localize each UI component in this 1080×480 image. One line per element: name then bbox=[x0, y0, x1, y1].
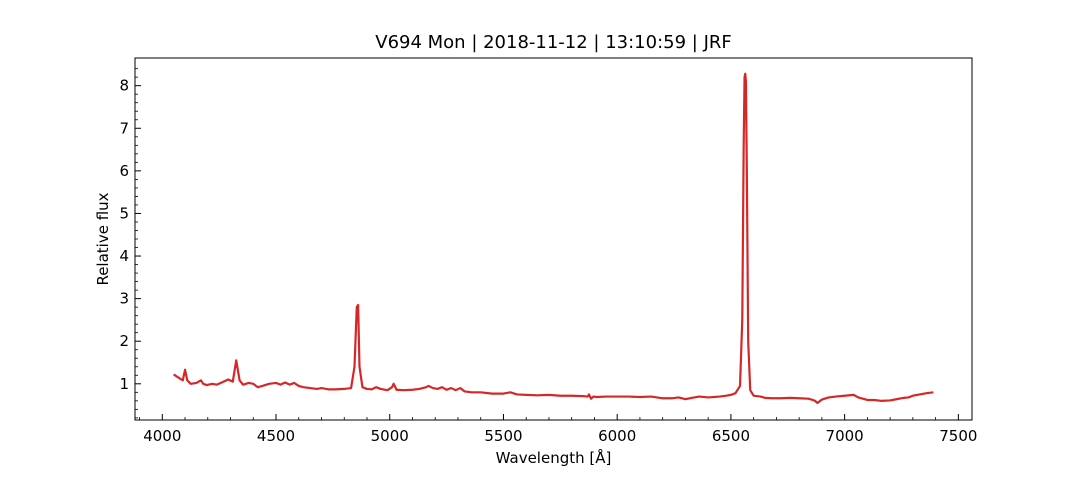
y-axis-ticks: 1 2 3 4 5 6 7 8 bbox=[119, 68, 141, 419]
x-tick-label: 7500 bbox=[939, 427, 977, 445]
plot-frame bbox=[134, 57, 973, 421]
y-tick-label: 2 bbox=[119, 332, 129, 350]
x-tick-label: 5500 bbox=[484, 427, 522, 445]
y-tick-label: 3 bbox=[119, 290, 129, 308]
chart-title: V694 Mon | 2018-11-12 | 13:10:59 | JRF bbox=[375, 32, 731, 53]
y-tick-label: 6 bbox=[119, 162, 129, 180]
y-tick-label: 4 bbox=[119, 247, 129, 265]
x-tick-label: 4500 bbox=[257, 427, 295, 445]
y-axis-label: Relative flux bbox=[94, 192, 112, 285]
x-tick-label: 6000 bbox=[598, 427, 636, 445]
x-tick-label: 6500 bbox=[712, 427, 750, 445]
y-tick-label: 5 bbox=[119, 204, 129, 222]
x-tick-label: 7000 bbox=[826, 427, 864, 445]
plot-area bbox=[173, 72, 934, 405]
y-tick-label: 7 bbox=[119, 119, 129, 137]
y-tick-label: 8 bbox=[119, 77, 129, 95]
x-tick-label: 5000 bbox=[371, 427, 409, 445]
x-axis-ticks: 4000 4500 5000 5500 6000 6500 7000 7500 bbox=[139, 414, 977, 445]
x-axis-label: Wavelength [Å] bbox=[496, 448, 612, 467]
spectrum-line bbox=[173, 72, 934, 405]
x-tick-label: 4000 bbox=[143, 427, 181, 445]
y-tick-label: 1 bbox=[119, 375, 129, 393]
